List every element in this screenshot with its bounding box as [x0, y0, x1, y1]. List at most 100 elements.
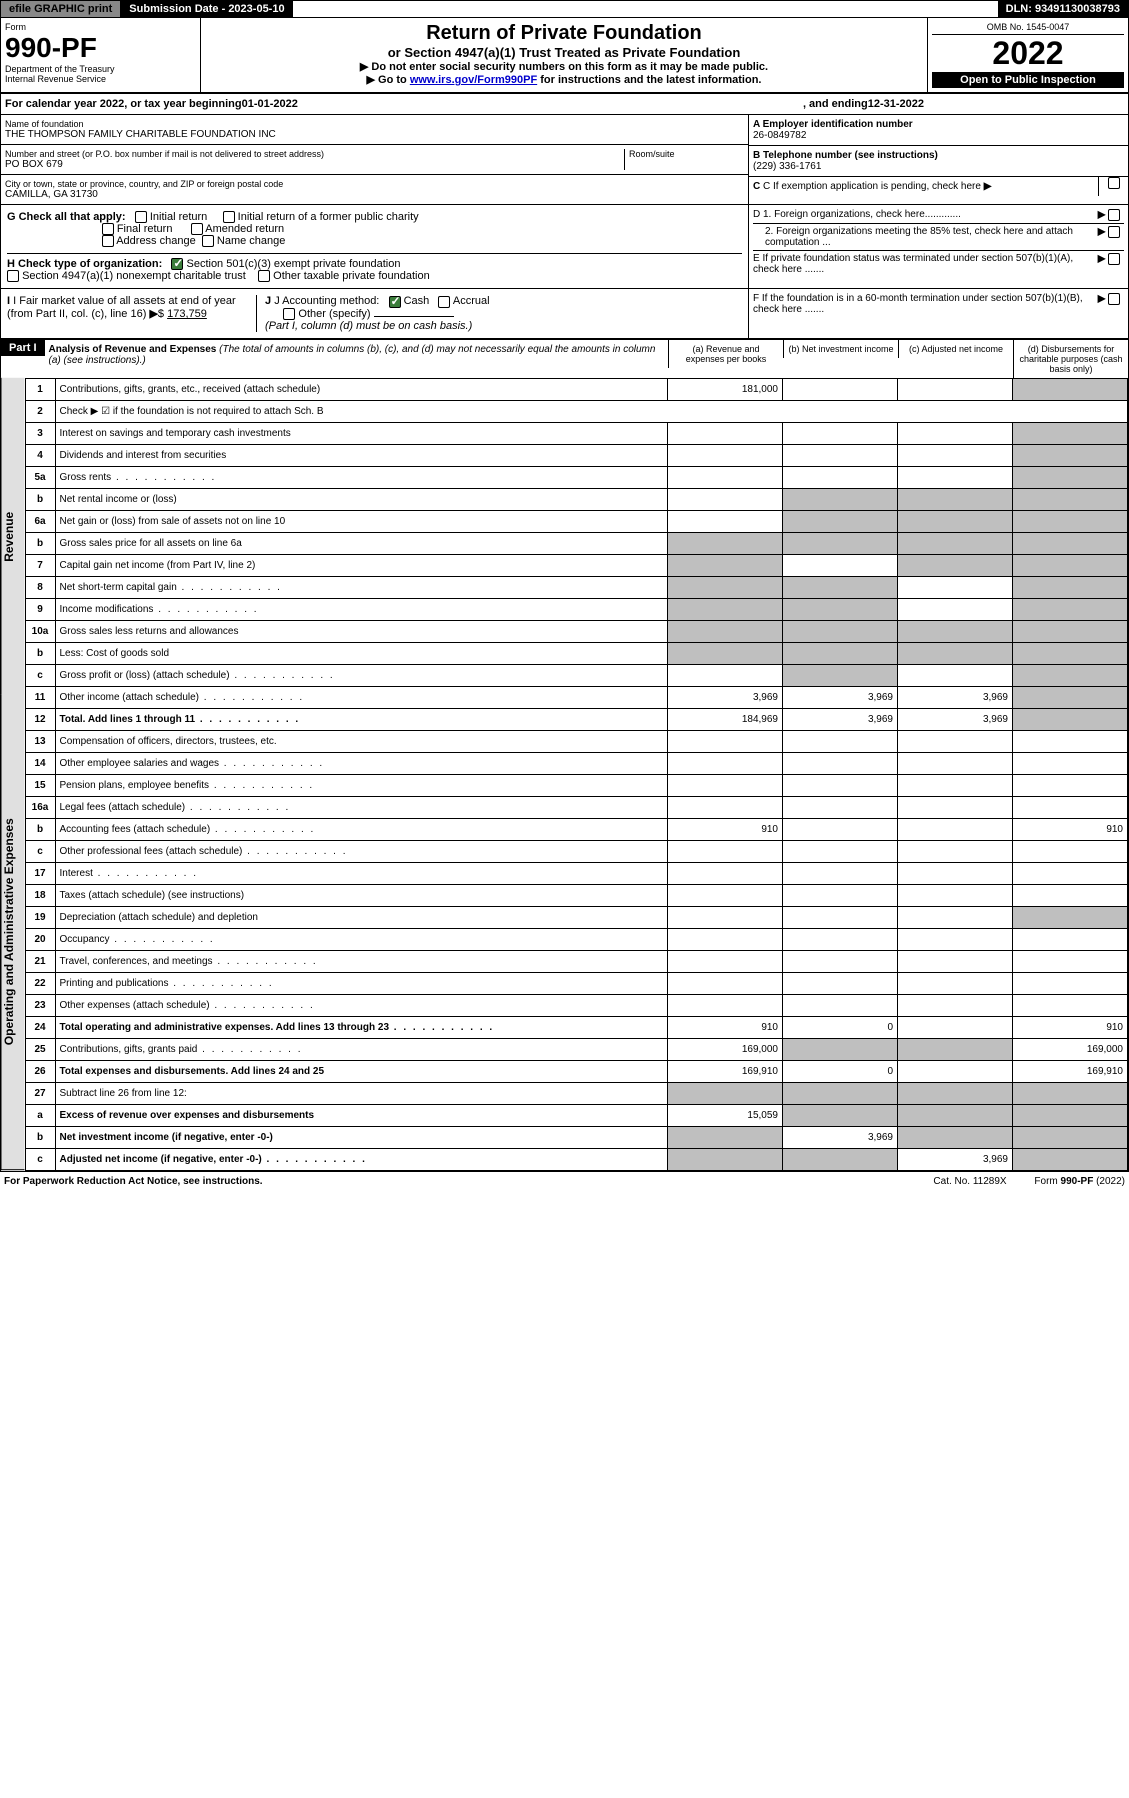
cell-c: [898, 444, 1013, 466]
row-label: Total operating and administrative expen…: [55, 1016, 668, 1038]
row-label: Total expenses and disbursements. Add li…: [55, 1060, 668, 1082]
table-row: 22Printing and publications: [25, 972, 1128, 994]
row-label: Capital gain net income (from Part IV, l…: [55, 554, 668, 576]
table-row: 15Pension plans, employee benefits: [25, 774, 1128, 796]
instructions-link[interactable]: www.irs.gov/Form990PF: [410, 74, 537, 86]
row-number: 18: [25, 884, 55, 906]
footer-mid: Cat. No. 11289X: [933, 1176, 1006, 1187]
entity-info: Name of foundation THE THOMPSON FAMILY C…: [1, 115, 1128, 205]
4947-checkbox[interactable]: [7, 270, 19, 282]
cell-a: 184,969: [668, 708, 783, 730]
cell-d: [1013, 576, 1128, 598]
section-i-j: I I Fair market value of all assets at e…: [1, 289, 1128, 338]
g-opt-0: Initial return: [150, 211, 207, 223]
row-number: c: [25, 1148, 55, 1170]
table-row: cOther professional fees (attach schedul…: [25, 840, 1128, 862]
cell-b: [783, 884, 898, 906]
table-row: 8Net short-term capital gain: [25, 576, 1128, 598]
row-label: Net short-term capital gain: [55, 576, 668, 598]
city-state-zip: CAMILLA, GA 31730: [5, 189, 744, 200]
row-number: b: [25, 818, 55, 840]
table-row: 17Interest: [25, 862, 1128, 884]
cell-b: [783, 752, 898, 774]
cell-a: [668, 1148, 783, 1170]
cell-a: 169,000: [668, 1038, 783, 1060]
row-label: Income modifications: [55, 598, 668, 620]
cell-c: [898, 1016, 1013, 1038]
table-row: 9Income modifications: [25, 598, 1128, 620]
other-taxable-checkbox[interactable]: [258, 270, 270, 282]
d1-checkbox[interactable]: [1108, 209, 1120, 221]
cell-c: [898, 884, 1013, 906]
table-row: 11Other income (attach schedule)3,9693,9…: [25, 686, 1128, 708]
amended-return-checkbox[interactable]: [191, 223, 203, 235]
cell-d: [1013, 752, 1128, 774]
name-change-checkbox[interactable]: [202, 235, 214, 247]
cell-c: [898, 664, 1013, 686]
instr-goto-pre: ▶ Go to: [367, 74, 410, 86]
cell-b: [783, 510, 898, 532]
cash-checkbox[interactable]: [389, 296, 401, 308]
row-label: Printing and publications: [55, 972, 668, 994]
address-change-checkbox[interactable]: [102, 235, 114, 247]
room-label: Room/suite: [629, 149, 744, 159]
row-number: 22: [25, 972, 55, 994]
cell-d: 169,910: [1013, 1060, 1128, 1082]
cal-begin: 01-01-2022: [242, 98, 298, 110]
table-row: 6aNet gain or (loss) from sale of assets…: [25, 510, 1128, 532]
final-return-checkbox[interactable]: [102, 223, 114, 235]
cell-b: [783, 972, 898, 994]
city-label: City or town, state or province, country…: [5, 179, 744, 189]
cell-d: 910: [1013, 1016, 1128, 1038]
cell-c: [898, 1038, 1013, 1060]
row-label: Gross profit or (loss) (attach schedule): [55, 664, 668, 686]
table-row: 5aGross rents: [25, 466, 1128, 488]
cell-a: [668, 906, 783, 928]
tax-year: 2022: [932, 35, 1124, 72]
cell-b: [783, 620, 898, 642]
cell-b: [783, 862, 898, 884]
501c3-checkbox[interactable]: [171, 258, 183, 270]
row-number: 26: [25, 1060, 55, 1082]
initial-return-checkbox[interactable]: [135, 211, 147, 223]
addr-label: Number and street (or P.O. box number if…: [5, 149, 624, 159]
row-label: Less: Cost of goods sold: [55, 642, 668, 664]
cell-b: 0: [783, 1016, 898, 1038]
cell-d: [1013, 510, 1128, 532]
table-row: 16aLegal fees (attach schedule): [25, 796, 1128, 818]
cal-pre: For calendar year 2022, or tax year begi…: [5, 98, 242, 110]
c-checkbox[interactable]: [1108, 177, 1120, 189]
table-row: 18Taxes (attach schedule) (see instructi…: [25, 884, 1128, 906]
f-checkbox[interactable]: [1108, 293, 1120, 305]
cell-a: [668, 862, 783, 884]
cell-d: [1013, 598, 1128, 620]
cell-d: [1013, 444, 1128, 466]
table-row: cAdjusted net income (if negative, enter…: [25, 1148, 1128, 1170]
other-method-checkbox[interactable]: [283, 308, 295, 320]
table-row: bLess: Cost of goods sold: [25, 642, 1128, 664]
accrual-checkbox[interactable]: [438, 296, 450, 308]
j-note: (Part I, column (d) must be on cash basi…: [265, 320, 472, 332]
cell-c: [898, 1060, 1013, 1082]
efile-print-button[interactable]: efile GRAPHIC print: [1, 1, 121, 17]
table-row: 3Interest on savings and temporary cash …: [25, 422, 1128, 444]
cell-a: [668, 972, 783, 994]
row-number: 23: [25, 994, 55, 1016]
cell-a: 3,969: [668, 686, 783, 708]
table-row: 26Total expenses and disbursements. Add …: [25, 1060, 1128, 1082]
initial-former-checkbox[interactable]: [223, 211, 235, 223]
row-number: 7: [25, 554, 55, 576]
cell-a: [668, 444, 783, 466]
cell-d: [1013, 994, 1128, 1016]
e-checkbox[interactable]: [1108, 253, 1120, 265]
row-number: c: [25, 840, 55, 862]
row-number: 9: [25, 598, 55, 620]
j-label: J Accounting method:: [274, 295, 379, 307]
cell-a: 910: [668, 818, 783, 840]
footer-right: Form 990-PF (2022): [1034, 1176, 1125, 1187]
cell-c: [898, 532, 1013, 554]
d2-checkbox[interactable]: [1108, 226, 1120, 238]
cell-d: [1013, 532, 1128, 554]
expenses-label: Operating and Administrative Expenses: [1, 694, 25, 1170]
row-number: 25: [25, 1038, 55, 1060]
